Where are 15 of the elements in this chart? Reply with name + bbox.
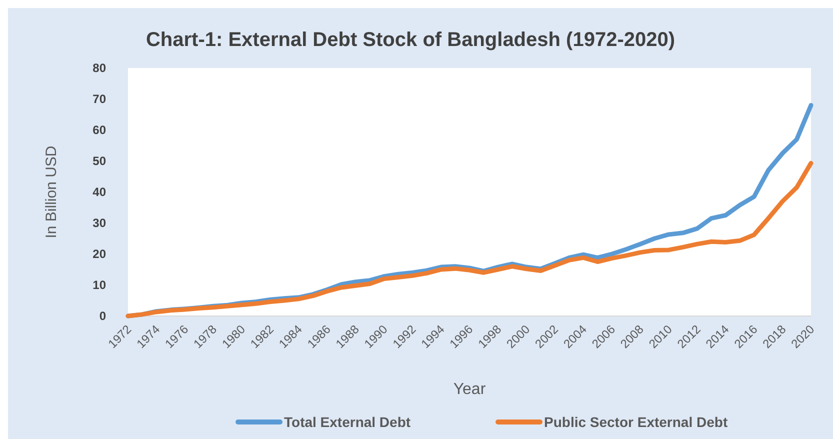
y-tick-label: 0 — [99, 309, 106, 323]
y-tick-label: 30 — [92, 216, 106, 230]
y-tick-label: 40 — [92, 185, 106, 199]
chart-title: Chart-1: External Debt Stock of Bangladesh (1972-2020) — [146, 29, 676, 51]
y-tick-label: 70 — [92, 92, 106, 106]
legend-label: Public Sector External Debt — [544, 414, 728, 430]
line-series — [126, 160, 814, 318]
y-tick-label: 10 — [92, 278, 106, 292]
legend-label: Total External Debt — [284, 414, 411, 430]
x-axis-title: Year — [453, 381, 486, 398]
y-tick-label: 50 — [92, 154, 106, 168]
y-tick-label: 60 — [92, 123, 106, 137]
y-tick-label: 20 — [92, 247, 106, 261]
y-axis-title: In Billion USD — [43, 146, 60, 238]
y-tick-label: 80 — [92, 61, 106, 75]
